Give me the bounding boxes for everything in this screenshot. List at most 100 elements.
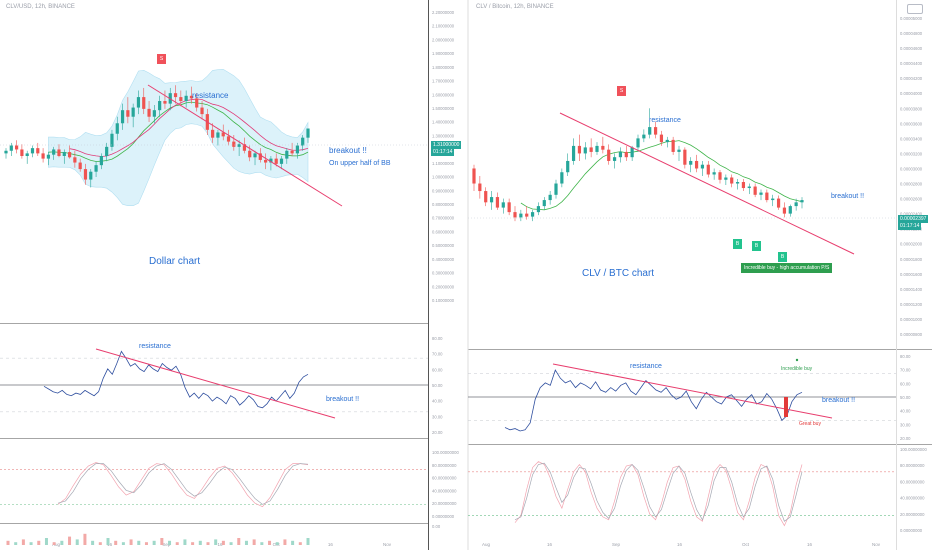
right-price-axis-label: 0.00002600 [900, 197, 923, 202]
left-candle [200, 107, 204, 115]
right-buy-signal-2: B [752, 241, 761, 251]
left-candle [221, 132, 225, 137]
left-volume-bar [275, 542, 279, 545]
right-candle [507, 202, 511, 213]
right-candle [513, 212, 517, 218]
left-volume-bar [291, 540, 295, 545]
left-candle [52, 149, 56, 155]
right-x-tick: Oct [742, 542, 750, 547]
left-volume-bar [183, 539, 187, 545]
chart-settings-button[interactable] [907, 4, 923, 14]
left-price-axis-label: 1.30000000 [432, 133, 455, 138]
left-candle [89, 171, 93, 180]
left-volume-bar [106, 538, 110, 545]
left-volume-bar [98, 542, 102, 545]
right-candle [712, 172, 716, 175]
left-volume-bar [175, 542, 179, 545]
right-price-axis-label: 0.00003000 [900, 166, 923, 171]
left-candle [253, 153, 257, 158]
left-candle [248, 150, 252, 158]
left-volume-bar [44, 538, 48, 545]
left-x-tick: 16 [218, 542, 224, 547]
right-stoch-line [514, 461, 803, 527]
right-price-axis-label: 0.00001800 [900, 257, 923, 262]
left-volume-bar [252, 539, 256, 545]
right-price-axis-label: 0.00001600 [900, 272, 923, 277]
left-candle [216, 132, 220, 138]
left-candle [120, 110, 125, 124]
left-candle [30, 148, 35, 154]
right-candle [577, 145, 582, 154]
right-buy-note: Incredible buy - high accumulation P/S [741, 263, 833, 273]
left-candle [173, 93, 178, 98]
left-candle [226, 136, 231, 142]
right-rsi-axis-label: 30.00 [900, 422, 911, 427]
left-volume-bar [144, 542, 148, 545]
right-candle [730, 177, 734, 184]
right-price-axis-label: 0.00003400 [900, 136, 923, 141]
left-volume-bar [260, 542, 264, 545]
right-chart-title: CLV / Bitcoin, 12h, BINANCE [476, 4, 554, 10]
left-price-axis-label: 0.50000000 [432, 243, 455, 248]
right-price-axis-label: 0.00004600 [900, 46, 923, 51]
left-price-axis-label: 2.00000000 [432, 37, 455, 42]
left-candle [46, 154, 50, 159]
right-price-axis-label: 0.00004000 [900, 91, 923, 96]
left-rsi-resistance-trendline [95, 348, 336, 419]
left-price-axis-label: 0.90000000 [432, 188, 455, 193]
left-candle [136, 97, 141, 108]
left-stoch-axis-label: 60.00000000 [432, 476, 457, 481]
left-rsi-line [43, 350, 309, 409]
right-breakout-label: breakout !! [831, 193, 865, 200]
left-candle [158, 101, 162, 111]
left-candle [301, 137, 305, 146]
right-candle [519, 213, 523, 218]
left-rsi-axis-label: 80.00 [432, 336, 443, 341]
right-candle [677, 149, 681, 152]
right-candle [683, 149, 687, 165]
left-candle [147, 108, 151, 117]
right-stoch-axis-label: 40.00000000 [900, 496, 925, 501]
right-candle [530, 212, 535, 217]
right-rsi-axis-label: 20.00 [900, 436, 911, 441]
left-volume-axis-label: 0.00 [432, 524, 441, 529]
left-price-axis-label: 1.50000000 [432, 106, 455, 111]
left-candle [142, 97, 146, 109]
left-candle [115, 123, 119, 134]
left-price-axis-label: 0.30000000 [432, 271, 455, 276]
left-rsi-resistance-label: resistance [139, 343, 171, 350]
right-price-axis-label: 0.00001000 [900, 317, 923, 322]
right-price-axis-label: 0.00003800 [900, 106, 923, 111]
left-candle [285, 150, 289, 159]
left-price-axis-label: 1.10000000 [432, 161, 455, 166]
right-rsi-resistance-trendline [552, 363, 833, 419]
left-volume-bar [206, 542, 210, 545]
left-price-axis-label: 0.20000000 [432, 284, 455, 289]
left-moving-average [69, 98, 309, 157]
right-candle [542, 200, 546, 207]
left-rsi-axis-label: 70.00 [432, 352, 443, 357]
right-price-axis-label: 0.00004200 [900, 76, 923, 81]
left-bb-mid-line [48, 101, 309, 162]
left-price-axis-label: 1.00000000 [432, 175, 455, 180]
left-bollinger-band [48, 68, 309, 206]
left-price-axis-label: 0.70000000 [432, 216, 455, 221]
right-rsi-breakout-label: breakout !! [822, 397, 856, 404]
right-candle [665, 139, 669, 143]
left-volume-bar [237, 538, 241, 545]
left-volume-bar [75, 539, 79, 545]
left-candle [306, 128, 310, 138]
left-candle [73, 157, 77, 163]
left-candle [279, 158, 284, 164]
right-candle [484, 191, 488, 203]
right-candle [595, 145, 599, 152]
left-resistance-label: resistance [192, 91, 229, 100]
right-candle [612, 157, 617, 161]
right-candle [495, 197, 500, 208]
right-x-tick: Sep [612, 542, 621, 547]
left-candle [126, 110, 130, 117]
left-breakout-label: breakout !! [329, 146, 367, 155]
right-rsi-axis-label: 80.00 [900, 354, 911, 359]
left-x-tick: Nov [383, 542, 392, 547]
right-resistance-label: resistance [649, 117, 681, 124]
